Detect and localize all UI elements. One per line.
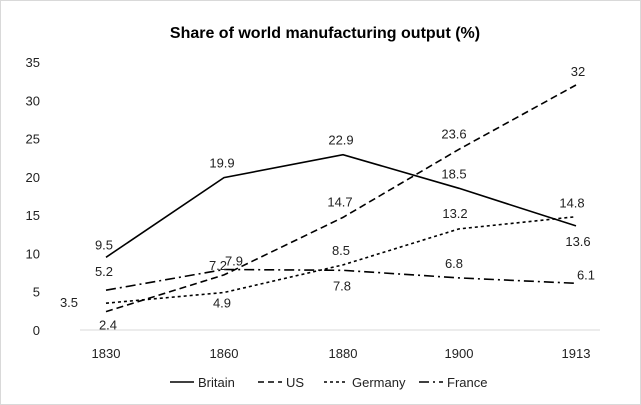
data-label-us: 23.6	[441, 126, 466, 141]
axes: 0 5 10 15 20 25 30 35 1830 1860 1880 1900 1913	[26, 55, 600, 361]
data-label-germany: 13.2	[442, 206, 467, 221]
data-label-germany: 8.5	[332, 243, 350, 258]
series-line-germany	[105, 215, 577, 304]
x-tick-label: 1880	[329, 346, 358, 361]
data-label-france: 6.1	[577, 267, 595, 282]
data-label-us: 7.2	[209, 258, 227, 273]
legend-label: US	[286, 375, 304, 390]
y-tick-label: 0	[33, 323, 40, 338]
series-line-france	[105, 268, 577, 291]
y-tick-label: 15	[26, 208, 40, 223]
legend: Britain US Germany France	[170, 375, 487, 390]
data-label-britain: 18.5	[441, 166, 466, 181]
y-tick-label: 10	[26, 246, 40, 261]
data-label-britain: 22.9	[328, 133, 353, 148]
legend-item-germany: Germany	[324, 375, 406, 390]
series-line-us	[105, 84, 577, 313]
data-label-us: 2.4	[99, 318, 117, 333]
data-label-france: 7.8	[333, 278, 351, 293]
data-label-germany: 4.9	[213, 295, 231, 310]
data-label-us: 14.7	[327, 194, 352, 209]
data-label-britain: 13.6	[565, 234, 590, 249]
data-label-germany: 14.8	[559, 196, 584, 211]
x-tick-label: 1830	[92, 346, 121, 361]
y-tick-label: 25	[26, 132, 40, 147]
series-layer	[105, 84, 577, 313]
x-tick-label: 1900	[445, 346, 474, 361]
x-tick-label: 1913	[562, 346, 591, 361]
data-label-france: 6.8	[445, 256, 463, 271]
y-tick-label: 30	[26, 93, 40, 108]
legend-label: Britain	[198, 375, 235, 390]
data-label-us: 32	[571, 64, 585, 79]
data-label-britain: 19.9	[209, 156, 234, 171]
data-label-france: 7.9	[225, 254, 243, 269]
legend-label: Germany	[352, 375, 406, 390]
data-label-britain: 9.5	[95, 237, 113, 252]
data-label-france: 5.2	[95, 264, 113, 279]
series-line-britain	[105, 153, 577, 258]
y-tick-label: 20	[26, 170, 40, 185]
legend-item-britain: Britain	[170, 375, 235, 390]
y-tick-label: 5	[33, 285, 40, 300]
x-tick-label: 1860	[210, 346, 239, 361]
legend-label: France	[447, 375, 487, 390]
data-label-germany: 3.5	[60, 295, 78, 310]
y-tick-label: 35	[26, 55, 40, 70]
data-label-layer: 9.5 19.9 22.9 18.5 13.6 2.4 7.2 14.7 23.6 32 3.5 4.…	[60, 64, 595, 333]
legend-item-france: France	[419, 375, 487, 390]
chart-title: Share of world manufacturing output (%)	[170, 25, 480, 42]
legend-item-us: US	[258, 375, 304, 390]
